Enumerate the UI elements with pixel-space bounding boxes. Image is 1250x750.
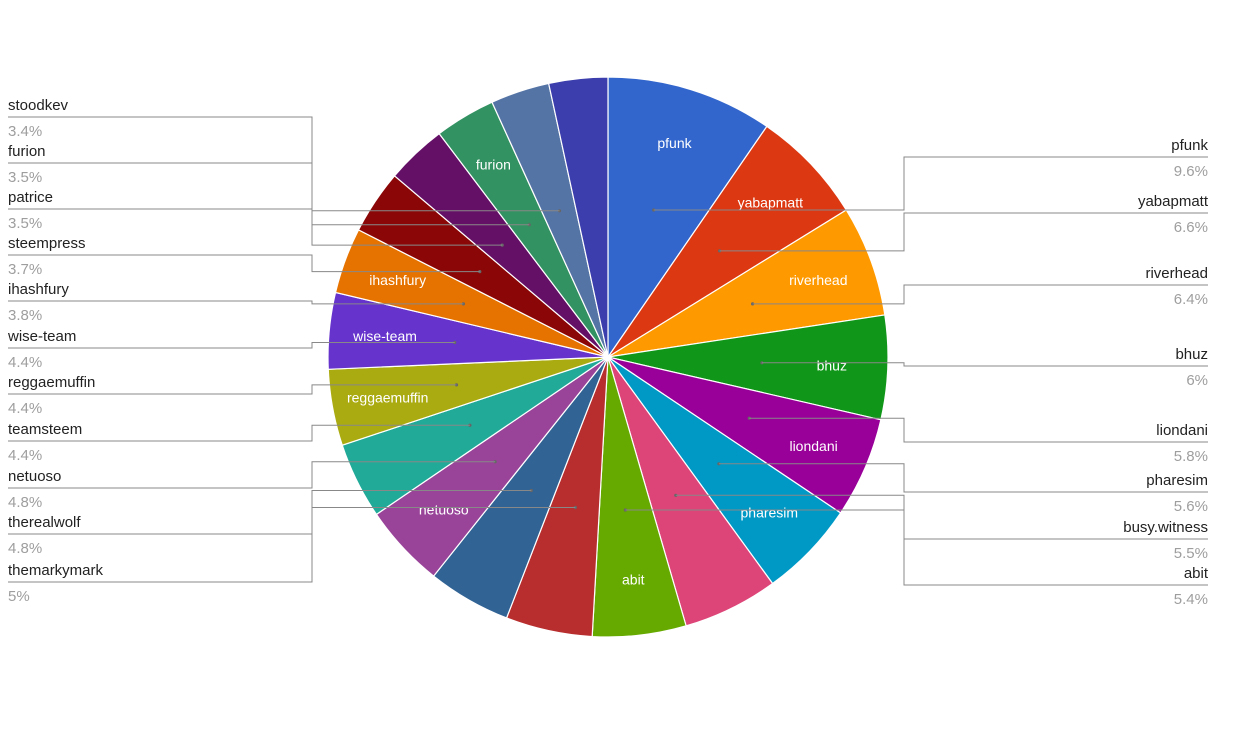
side-label-ihashfury: ihashfury <box>8 281 69 298</box>
side-label-wise-team: wise-team <box>7 328 76 345</box>
leader-line-themarkymark <box>8 507 576 583</box>
pie-slice-yabapmatt <box>607 125 848 358</box>
pie-slice-riverhead <box>607 209 886 358</box>
side-label-abit: abit <box>1184 565 1209 582</box>
side-percent-bhuz: 6% <box>1186 372 1208 389</box>
side-percent-stoodkev: 3.4% <box>8 123 42 140</box>
slices-layer <box>327 76 889 638</box>
side-label-pharesim: pharesim <box>1146 472 1208 489</box>
slice-label-riverhead: riverhead <box>789 272 847 288</box>
slice-label-wise-team: wise-team <box>352 328 417 344</box>
pie-slice-pfunk <box>607 76 768 359</box>
side-label-yabapmatt: yabapmatt <box>1138 193 1209 210</box>
side-label-riverhead: riverhead <box>1145 265 1208 282</box>
side-percent-pharesim: 5.6% <box>1174 498 1208 515</box>
slice-label-netuoso: netuoso <box>419 501 469 517</box>
slice-label-ihashfury: ihashfury <box>369 272 426 288</box>
side-label-pfunk: pfunk <box>1171 137 1208 154</box>
side-percent-yabapmatt: 6.6% <box>1174 219 1208 236</box>
side-label-furion: furion <box>8 143 46 160</box>
side-label-netuoso: netuoso <box>8 468 61 485</box>
leader-line-pfunk <box>653 156 1208 211</box>
slice-label-pfunk: pfunk <box>657 135 692 151</box>
leader-line-steempress <box>8 254 480 273</box>
side-percent-busy-witness: 5.5% <box>1174 545 1208 562</box>
leader-line-therealwolf <box>8 490 532 535</box>
leader-line-ihashfury <box>8 300 464 305</box>
leader-dot-therealwolf <box>529 488 533 493</box>
side-percent-netuoso: 4.8% <box>8 494 42 511</box>
leader-dot-furion <box>527 223 531 227</box>
side-percent-wise-team: 4.4% <box>8 354 42 371</box>
side-label-busy-witness: busy.witness <box>1123 519 1208 536</box>
slice-label-reggaemuffin: reggaemuffin <box>347 390 428 406</box>
side-label-liondani: liondani <box>1156 422 1208 439</box>
leader-line-wise-team <box>8 342 455 349</box>
side-label-stoodkev: stoodkev <box>8 97 69 114</box>
leader-line-teamsteem <box>8 424 470 442</box>
leader-line-bhuz <box>761 362 1208 367</box>
leader-line-riverhead <box>752 284 1208 305</box>
side-label-therealwolf: therealwolf <box>8 514 81 531</box>
leader-line-yabapmatt <box>719 212 1208 252</box>
side-label-reggaemuffin: reggaemuffin <box>8 374 95 391</box>
side-label-teamsteem: teamsteem <box>8 421 82 438</box>
side-label-patrice: patrice <box>8 189 53 206</box>
side-percent-therealwolf: 4.8% <box>8 540 42 557</box>
leader-line-patrice <box>8 208 503 246</box>
side-percent-teamsteem: 4.4% <box>8 447 42 464</box>
slice-label-furion: furion <box>476 157 511 173</box>
side-percent-liondani: 5.8% <box>1174 448 1208 465</box>
leader-line-reggaemuffin <box>8 384 457 395</box>
labels-layer: pfunk 9.6% yabapmatt 6.6% riverhead 6.4% bhuz 6… <box>7 97 1209 608</box>
side-percent-pfunk: 9.6% <box>1174 163 1208 180</box>
side-percent-ihashfury: 3.8% <box>8 307 42 324</box>
slice-label-liondani: liondani <box>789 438 837 454</box>
side-percent-reggaemuffin: 4.4% <box>8 400 42 417</box>
leader-line-stoodkev <box>8 116 560 212</box>
slice-label-pharesim: pharesim <box>741 504 799 520</box>
side-percent-furion: 3.5% <box>8 169 42 186</box>
side-percent-themarkymark: 5% <box>8 588 30 605</box>
leader-line-liondani <box>749 417 1208 443</box>
leader-line-pharesim <box>718 463 1208 493</box>
slice-label-yabapmatt: yabapmatt <box>738 195 803 211</box>
leaders-layer <box>8 116 1208 586</box>
slice-label-bhuz: bhuz <box>817 357 847 373</box>
side-percent-patrice: 3.5% <box>8 215 42 232</box>
side-label-steempress: steempress <box>8 235 86 252</box>
side-percent-steempress: 3.7% <box>8 261 42 278</box>
leader-line-netuoso <box>8 461 496 489</box>
slice-label-abit: abit <box>622 572 645 588</box>
slice-text-layer: pfunk yabapmatt riverhead bhuz liondani phare… <box>347 135 848 587</box>
side-label-themarkymark: themarkymark <box>8 562 104 579</box>
pie-slice-unlabeled-19 <box>547 76 609 358</box>
side-percent-riverhead: 6.4% <box>1174 291 1208 308</box>
side-label-bhuz: bhuz <box>1175 346 1208 363</box>
leader-line-abit <box>625 509 1208 586</box>
side-percent-abit: 5.4% <box>1174 591 1208 608</box>
